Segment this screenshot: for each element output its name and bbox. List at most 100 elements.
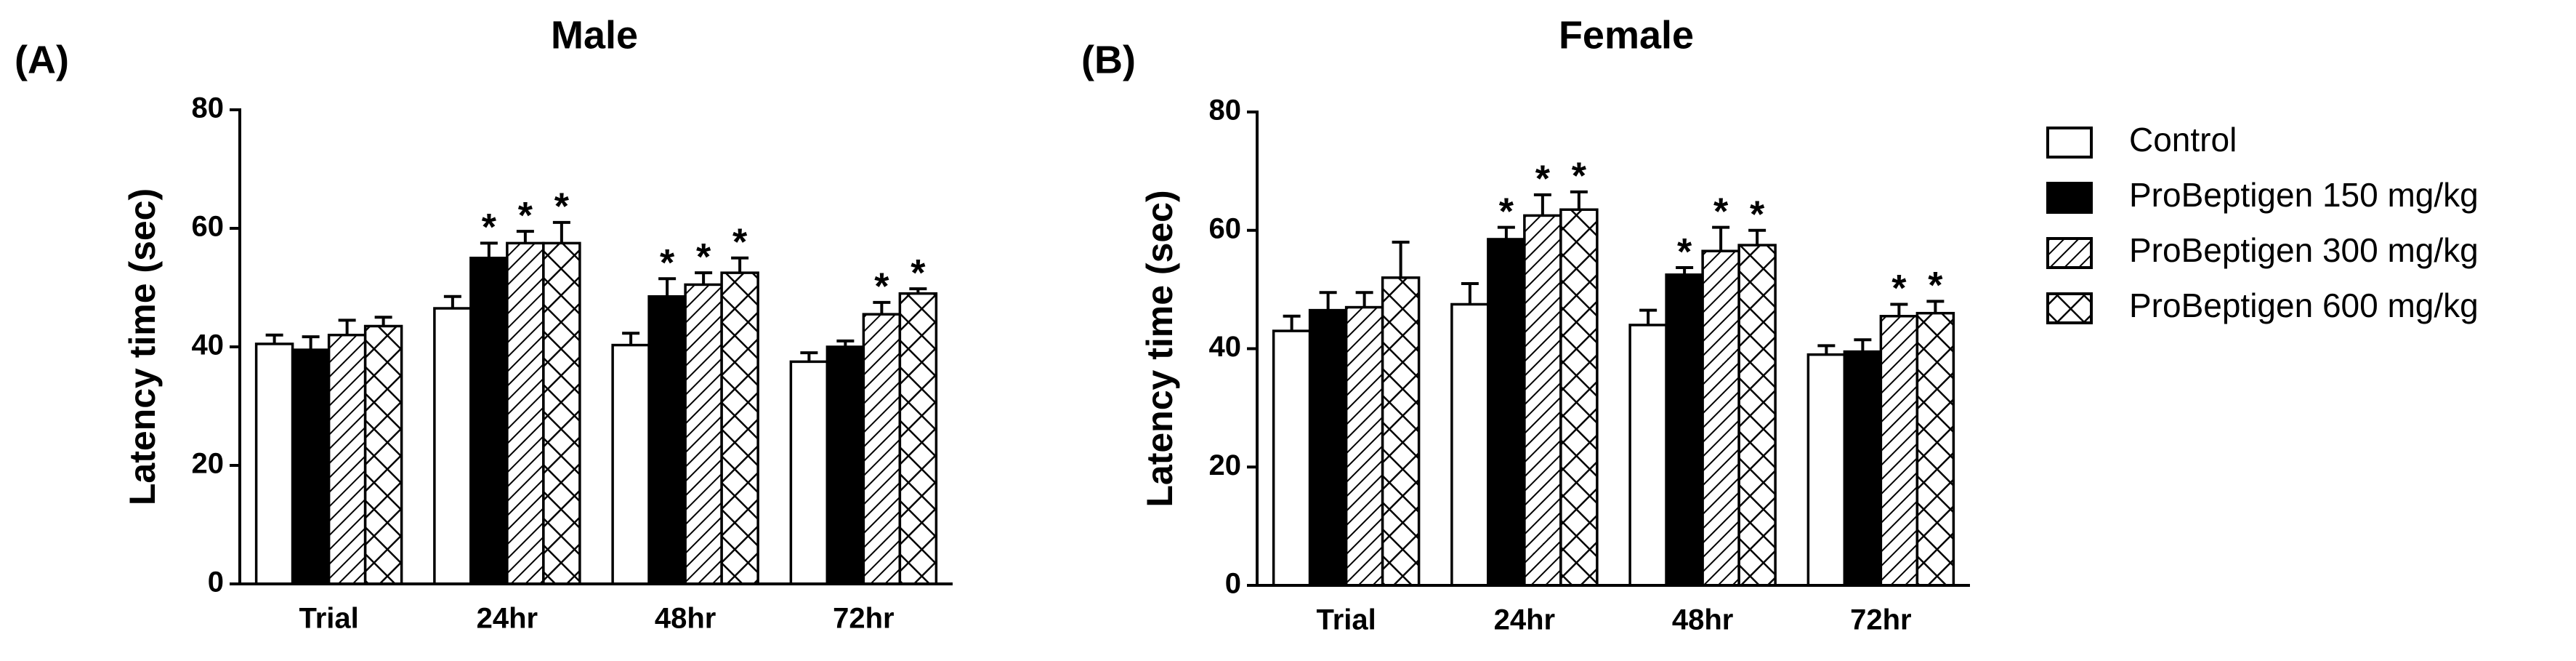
x-tick-label: 24hr: [477, 603, 538, 635]
error-bar: [658, 277, 677, 297]
error-bar: [1926, 300, 1945, 313]
error-bar: [1283, 314, 1301, 332]
x-tick-label: 72hr: [1850, 604, 1912, 636]
bar: [898, 292, 938, 585]
y-tick-label: 0: [208, 566, 224, 598]
y-tick-label: 40: [192, 329, 225, 361]
y-tick-label: 20: [1209, 449, 1242, 481]
bar: [1628, 324, 1668, 587]
y-tick-label: 20: [192, 448, 225, 480]
error-bar: [622, 332, 640, 345]
legend-swatch: [2046, 237, 2093, 269]
bar: [1806, 353, 1846, 587]
bar: [327, 333, 367, 585]
bar: [469, 257, 509, 585]
bar: [789, 360, 829, 585]
error-bar: [1748, 228, 1767, 246]
panel-label: (A): [15, 38, 69, 81]
bar: [1308, 308, 1348, 587]
significance-marker: *: [1535, 159, 1551, 201]
significance-marker: *: [1572, 156, 1587, 198]
error-bar: [374, 316, 392, 327]
error-bar: [909, 287, 927, 294]
legend-label: ProBeptigen 600 mg/kg: [2129, 287, 2479, 324]
chart-title: Male: [551, 13, 638, 57]
bar: [1915, 311, 1955, 587]
y-tick-label: 60: [1209, 212, 1242, 244]
legend-swatch: [2046, 182, 2093, 214]
significance-marker: *: [1750, 193, 1765, 236]
significance-marker: *: [518, 195, 533, 237]
significance-marker: *: [1677, 231, 1692, 273]
error-bar: [1355, 291, 1373, 308]
error-bar: [480, 241, 498, 258]
bar: [1737, 244, 1777, 587]
bar: [1665, 273, 1704, 587]
significance-marker: *: [660, 242, 675, 284]
significance-marker: *: [1499, 191, 1514, 233]
error-bar: [1712, 225, 1730, 252]
bar: [862, 313, 902, 585]
x-tick-label: 48hr: [1672, 604, 1734, 636]
bar: [1701, 249, 1740, 587]
bar: [1487, 238, 1526, 587]
x-tick-label: Trial: [299, 603, 358, 635]
bar: [647, 295, 687, 585]
error-bar: [1533, 193, 1551, 216]
error-bar: [338, 319, 356, 335]
legend-swatch: [2046, 292, 2093, 324]
significance-marker: *: [1891, 268, 1907, 310]
y-tick-label: 40: [1209, 331, 1242, 363]
bar: [291, 348, 331, 585]
legend-label: ProBeptigen 150 mg/kg: [2129, 176, 2479, 214]
y-tick-label: 80: [1209, 95, 1242, 127]
legend-swatch: [2046, 127, 2093, 159]
significance-marker: *: [554, 186, 570, 228]
bar: [433, 307, 472, 585]
bar: [506, 241, 545, 585]
error-bar: [873, 300, 891, 315]
x-tick-label: 72hr: [833, 603, 895, 635]
y-tick-label: 0: [1225, 568, 1241, 600]
error-bar: [1854, 338, 1872, 352]
error-bar: [265, 333, 283, 344]
bar: [1843, 350, 1883, 587]
chart-title: Female: [1559, 13, 1694, 57]
error-bar: [516, 230, 534, 244]
bar: [684, 283, 723, 585]
bar: [1272, 329, 1312, 587]
error-bar: [302, 335, 320, 350]
bar: [542, 241, 581, 585]
x-tick-label: 24hr: [1494, 604, 1556, 636]
error-bar: [552, 220, 570, 244]
y-axis-label: Latency time (sec): [1139, 190, 1180, 507]
y-tick-label: 80: [192, 92, 225, 124]
significance-marker: *: [696, 236, 711, 279]
panel-label: (B): [1081, 38, 1136, 81]
bar: [254, 342, 294, 585]
bar: [611, 343, 650, 585]
error-bar: [1890, 303, 1908, 316]
significance-marker: *: [911, 252, 926, 295]
significance-marker: *: [732, 221, 748, 263]
error-bar: [1676, 266, 1694, 275]
significance-marker: *: [482, 207, 497, 249]
bar: [1381, 276, 1421, 587]
error-bar: [1392, 241, 1410, 278]
significance-marker: *: [1713, 191, 1729, 233]
bar: [825, 345, 865, 585]
y-axis-label: Latency time (sec): [122, 188, 163, 505]
bar: [1523, 214, 1562, 587]
significance-marker: *: [1928, 265, 1943, 307]
error-bar: [800, 351, 818, 362]
bar: [363, 324, 403, 585]
error-bar: [1461, 281, 1479, 305]
bar: [720, 271, 759, 585]
error-bar: [1817, 344, 1836, 355]
error-bar: [1570, 190, 1588, 210]
bar: [1879, 314, 1919, 587]
error-bar: [695, 271, 713, 285]
bar: [1344, 305, 1384, 587]
bar: [1559, 208, 1599, 587]
